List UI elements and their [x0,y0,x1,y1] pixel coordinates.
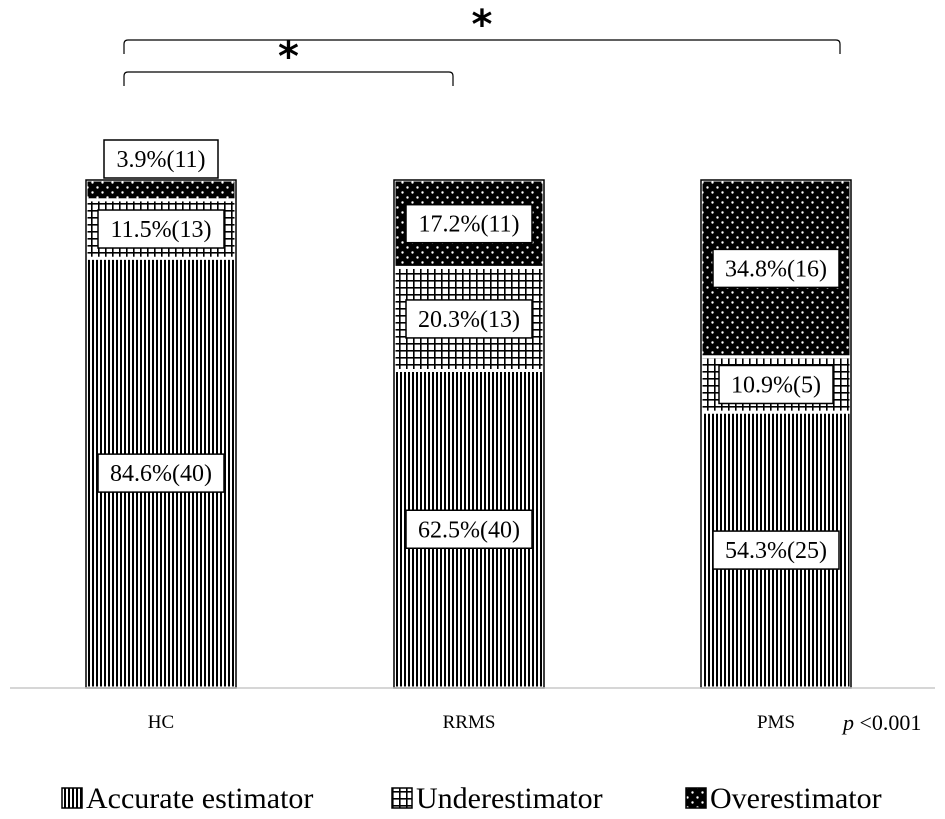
data-label-pms-overestimator-box [712,248,840,289]
data-label-pms-underestimator-text: 10.9%(5) [731,372,821,398]
p-value-p: p [841,710,854,735]
significance-bracket-hc-rrms [123,71,454,86]
data-label-rrms-underestimator-box [405,299,533,339]
data-label-rrms-overestimator-box [405,203,533,244]
data-label-hc-underestimator-box [97,209,225,249]
data-label-hc-accurate-estimator: 84.6%(40) [97,453,225,493]
data-label-hc-underestimator-text: 11.5%(13) [110,217,211,243]
x-tick-label-hc: HC [148,712,174,733]
data-label-rrms-accurate-estimator-box [405,509,533,549]
data-label-rrms-overestimator: 17.2%(11) [405,203,533,244]
x-tick-label-rrms: RRMS [443,712,496,733]
data-label-pms-underestimator: 10.9%(5) [718,364,834,405]
legend-swatch-overestimator [685,787,707,809]
legend-label-overestimator: Overestimator [710,782,882,815]
p-value-rest: <0.001 [854,710,921,735]
data-label-hc-overestimator: 3.9%(11) [103,139,219,179]
data-label-pms-overestimator: 34.8%(16) [712,248,840,289]
significance-bracket-hc-pms [123,39,841,54]
data-label-rrms-accurate-estimator: 62.5%(40) [405,509,533,549]
data-label-hc-accurate-estimator-text: 84.6%(40) [110,461,212,487]
legend-label-accurate-estimator: Accurate estimator [86,782,313,815]
legend-swatch-accurate-estimator [61,787,83,809]
x-tick-label-pms: PMS [757,712,795,733]
data-label-rrms-underestimator: 20.3%(13) [405,299,533,339]
data-label-pms-accurate-estimator-box [712,530,840,570]
data-label-pms-accurate-estimator: 54.3%(25) [712,530,840,570]
significance-marker-hc-pms: * [472,2,493,48]
data-label-hc-accurate-estimator-box [97,453,225,493]
significance-marker-hc-rrms: * [278,34,299,80]
data-label-pms-overestimator-text: 34.8%(16) [725,256,827,282]
bar-hc-overestimator [84,178,238,202]
legend-label-underestimator: Underestimator [416,782,603,815]
data-label-hc-overestimator-box [103,139,219,179]
data-label-pms-underestimator-box [718,364,834,405]
data-label-rrms-underestimator-text: 20.3%(13) [418,307,520,333]
legend-swatch-underestimator [391,787,413,809]
data-label-rrms-accurate-estimator-text: 62.5%(40) [418,517,520,543]
data-label-hc-underestimator: 11.5%(13) [97,209,225,249]
data-label-pms-accurate-estimator-text: 54.3%(25) [725,538,827,564]
data-label-hc-overestimator-text: 3.9%(11) [116,147,205,173]
p-value-annotation: p <0.001 [841,710,921,735]
data-label-rrms-overestimator-text: 17.2%(11) [418,212,519,238]
